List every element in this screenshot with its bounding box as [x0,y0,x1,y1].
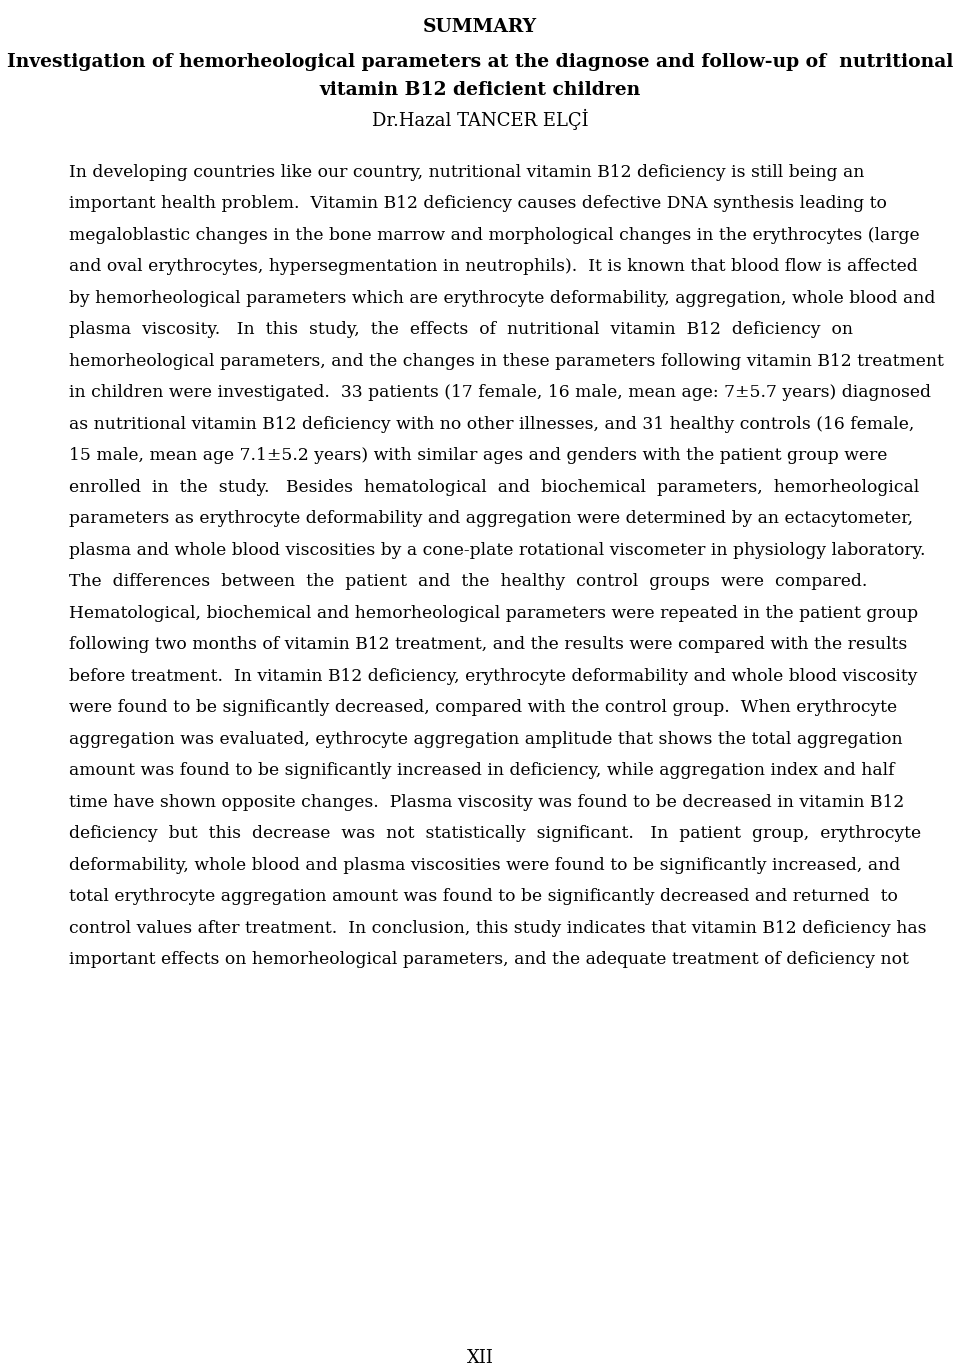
Text: enrolled  in  the  study.   Besides  hematological  and  biochemical  parameters: enrolled in the study. Besides hematolog… [69,478,920,496]
Text: amount was found to be significantly increased in deficiency, while aggregation : amount was found to be significantly inc… [69,762,895,780]
Text: SUMMARY: SUMMARY [423,18,537,36]
Text: parameters as erythrocyte deformability and aggregation were determined by an ec: parameters as erythrocyte deformability … [69,510,913,528]
Text: control values after treatment.  In conclusion, this study indicates that vitami: control values after treatment. In concl… [69,920,926,936]
Text: and oval erythrocytes, hypersegmentation in neutrophils).  It is known that bloo: and oval erythrocytes, hypersegmentation… [69,259,918,276]
Text: deficiency  but  this  decrease  was  not  statistically  significant.   In  pat: deficiency but this decrease was not sta… [69,825,922,843]
Text: Dr.Hazal TANCER ELÇİ: Dr.Hazal TANCER ELÇİ [372,110,588,130]
Text: total erythrocyte aggregation amount was found to be significantly decreased and: total erythrocyte aggregation amount was… [69,888,898,905]
Text: by hemorheological parameters which are erythrocyte deformability, aggregation, : by hemorheological parameters which are … [69,291,935,307]
Text: In developing countries like our country, nutritional vitamin B12 deficiency is : In developing countries like our country… [69,165,864,181]
Text: important health problem.  Vitamin B12 deficiency causes defective DNA synthesis: important health problem. Vitamin B12 de… [69,196,887,213]
Text: plasma and whole blood viscosities by a cone-plate rotational viscometer in phys: plasma and whole blood viscosities by a … [69,542,925,559]
Text: time have shown opposite changes.  Plasma viscosity was found to be decreased in: time have shown opposite changes. Plasma… [69,794,904,812]
Text: XII: XII [467,1349,493,1367]
Text: following two months of vitamin B12 treatment, and the results were compared wit: following two months of vitamin B12 trea… [69,636,907,654]
Text: Hematological, biochemical and hemorheological parameters were repeated in the p: Hematological, biochemical and hemorheol… [69,605,918,622]
Text: in children were investigated.  33 patients (17 female, 16 male, mean age: 7±5.7: in children were investigated. 33 patien… [69,384,931,402]
Text: 15 male, mean age 7.1±5.2 years) with similar ages and genders with the patient : 15 male, mean age 7.1±5.2 years) with si… [69,447,887,465]
Text: as nutritional vitamin B12 deficiency with no other illnesses, and 31 healthy co: as nutritional vitamin B12 deficiency wi… [69,415,914,433]
Text: important effects on hemorheological parameters, and the adequate treatment of d: important effects on hemorheological par… [69,951,909,968]
Text: hemorheological parameters, and the changes in these parameters following vitami: hemorheological parameters, and the chan… [69,352,944,370]
Text: deformability, whole blood and plasma viscosities were found to be significantly: deformability, whole blood and plasma vi… [69,857,900,873]
Text: before treatment.  In vitamin B12 deficiency, erythrocyte deformability and whol: before treatment. In vitamin B12 deficie… [69,668,918,686]
Text: Investigation of hemorheological parameters at the diagnose and follow-up of  nu: Investigation of hemorheological paramet… [7,53,953,71]
Text: The  differences  between  the  patient  and  the  healthy  control  groups  wer: The differences between the patient and … [69,573,868,591]
Text: vitamin B12 deficient children: vitamin B12 deficient children [320,81,640,99]
Text: plasma  viscosity.   In  this  study,  the  effects  of  nutritional  vitamin  B: plasma viscosity. In this study, the eff… [69,322,853,339]
Text: megaloblastic changes in the bone marrow and morphological changes in the erythr: megaloblastic changes in the bone marrow… [69,228,920,244]
Text: aggregation was evaluated, eythrocyte aggregation amplitude that shows the total: aggregation was evaluated, eythrocyte ag… [69,731,902,749]
Text: were found to be significantly decreased, compared with the control group.  When: were found to be significantly decreased… [69,699,898,717]
